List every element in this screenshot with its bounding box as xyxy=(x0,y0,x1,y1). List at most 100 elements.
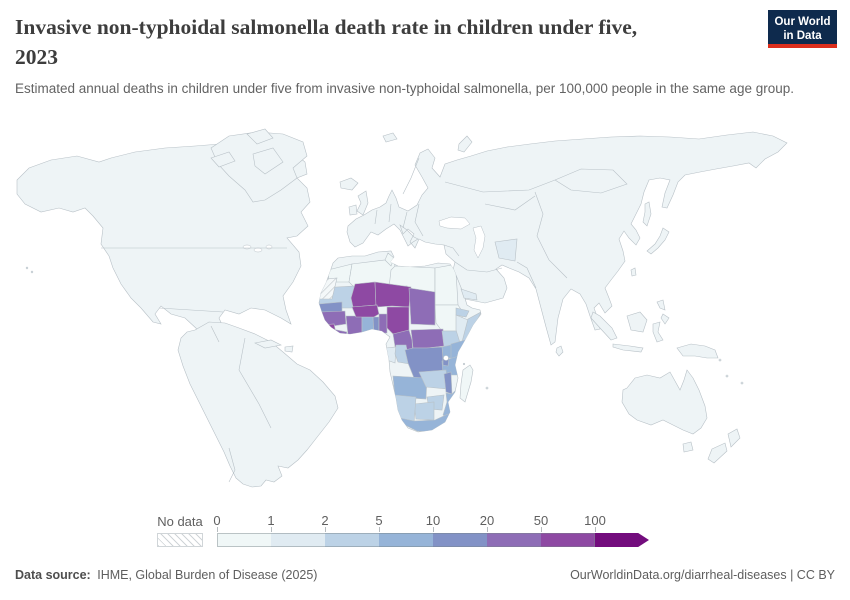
legend-tick-mark xyxy=(271,527,272,532)
legend-bin-segment-5-10[interactable] xyxy=(379,533,433,547)
legend-tick-label: 1 xyxy=(267,513,275,528)
island-new-guinea[interactable] xyxy=(676,343,719,359)
page-title: Invasive non-typhoidal salmonella death … xyxy=(15,12,755,72)
country-ghana[interactable] xyxy=(361,316,375,338)
island-sri-lanka[interactable] xyxy=(555,345,564,357)
island-new-zealand-south[interactable] xyxy=(707,442,728,464)
island-ireland[interactable] xyxy=(348,204,358,216)
attribution-link[interactable]: OurWorldinData.org/diarrheal-diseases | … xyxy=(570,568,835,582)
legend-bin-segment-20-50[interactable] xyxy=(487,533,541,547)
legend-bin-segment-2-5[interactable] xyxy=(325,533,379,547)
africa-countries xyxy=(319,252,481,432)
legend-no-data-label: No data xyxy=(157,514,203,529)
country-chad[interactable] xyxy=(408,287,436,326)
island-novaya-zemlya[interactable] xyxy=(457,135,473,153)
island-iceland[interactable] xyxy=(339,177,359,191)
island-vanuatu[interactable] xyxy=(725,374,729,378)
country-togo[interactable] xyxy=(372,316,380,337)
legend-no-data-swatch[interactable] xyxy=(157,533,203,547)
island-ellesmere[interactable] xyxy=(246,128,274,145)
country-botswana[interactable] xyxy=(413,401,435,421)
island-philippines-north[interactable] xyxy=(656,299,666,311)
country-eritrea[interactable] xyxy=(455,307,470,318)
island-baffin[interactable] xyxy=(252,147,284,175)
island-victoria[interactable] xyxy=(210,151,236,168)
country-gabon[interactable] xyxy=(385,346,397,364)
island-fiji[interactable] xyxy=(740,381,744,385)
legend-tick-label: 0 xyxy=(213,513,221,528)
legend-bin-segment-10-20[interactable] xyxy=(433,533,487,547)
landmass-south-america[interactable] xyxy=(177,321,339,488)
country-mali[interactable] xyxy=(350,281,377,308)
great-lake-mid xyxy=(253,247,263,253)
great-lake-east xyxy=(265,244,273,250)
legend-tick-mark xyxy=(595,527,596,532)
legend-tick-label: 50 xyxy=(533,513,549,528)
legend-bin-segment-1-2[interactable] xyxy=(271,533,325,547)
title-line1: Invasive non-typhoidal salmonella death … xyxy=(15,15,638,39)
legend-tick-label: 10 xyxy=(425,513,441,528)
country-burkina-faso[interactable] xyxy=(351,304,380,318)
country-yemen[interactable] xyxy=(460,288,478,301)
island-java[interactable] xyxy=(612,343,644,353)
legend-tick-mark xyxy=(541,527,542,532)
island-hawaii[interactable] xyxy=(25,266,29,270)
chart-subtitle: Estimated annual deaths in children unde… xyxy=(15,81,794,96)
island-hispaniola[interactable] xyxy=(284,345,294,353)
island-philippines-south[interactable] xyxy=(660,313,670,325)
island-taiwan[interactable] xyxy=(630,267,637,277)
country-senegal[interactable] xyxy=(319,301,343,313)
island-cuba[interactable] xyxy=(254,339,282,349)
island-sakhalin[interactable] xyxy=(642,201,652,227)
island-japan[interactable] xyxy=(646,227,670,255)
data-source-label: Data source: xyxy=(15,568,91,582)
country-nigeria[interactable] xyxy=(386,306,410,335)
legend-bin-segment-100+[interactable] xyxy=(595,533,649,547)
island-comoros[interactable] xyxy=(462,362,466,366)
caspian-sea xyxy=(472,225,486,259)
black-sea xyxy=(438,216,471,230)
island-hawaii-2[interactable] xyxy=(30,270,34,274)
island-borneo[interactable] xyxy=(626,311,648,333)
country-angola[interactable] xyxy=(392,375,428,400)
country-sierra-leone[interactable] xyxy=(321,323,337,334)
country-afghanistan[interactable] xyxy=(494,238,518,262)
landmass-australia[interactable] xyxy=(621,369,708,435)
owid-logo-line2: in Data xyxy=(783,30,822,42)
title-line2: 2023 xyxy=(15,45,58,69)
island-sumatra[interactable] xyxy=(590,311,618,341)
legend-tick-label: 2 xyxy=(321,513,329,528)
lake-victoria xyxy=(443,355,449,361)
island-mauritius[interactable] xyxy=(485,386,489,390)
legend-tick-mark xyxy=(379,527,380,532)
data-source-text: IHME, Global Burden of Disease (2025) xyxy=(97,568,318,582)
owid-logo[interactable]: Our World in Data xyxy=(768,10,837,48)
legend-tick-mark xyxy=(487,527,488,532)
legend-bin-segment-50-100[interactable] xyxy=(541,533,595,547)
island-new-zealand-north[interactable] xyxy=(727,428,741,448)
legend-tick-mark xyxy=(433,527,434,532)
owid-logo-line1: Our World xyxy=(774,16,831,28)
island-svalbard[interactable] xyxy=(382,132,398,143)
island-sulawesi[interactable] xyxy=(652,321,664,343)
country-niger[interactable] xyxy=(374,281,412,308)
chart-footer: Data source: IHME, Global Burden of Dise… xyxy=(15,568,835,582)
legend-tick-mark xyxy=(325,527,326,532)
legend-tick-label: 5 xyxy=(375,513,383,528)
legend-tick-label: 100 xyxy=(584,513,606,528)
island-great-britain[interactable] xyxy=(356,190,369,216)
legend-tick-label: 20 xyxy=(479,513,495,528)
country-central-african-republic[interactable] xyxy=(410,328,445,349)
legend-colorbar[interactable]: 0 1 2 5 10 20 50 100 xyxy=(213,513,649,547)
legend-tick-mark xyxy=(217,527,218,532)
island-solomon[interactable] xyxy=(718,358,722,362)
legend-bin-segment-0-1[interactable] xyxy=(217,533,271,547)
country-benin[interactable] xyxy=(378,313,388,334)
internal-borders xyxy=(101,157,628,483)
world-map xyxy=(16,128,788,488)
island-tasmania[interactable] xyxy=(682,441,694,453)
country-madagascar[interactable] xyxy=(459,364,474,403)
country-namibia[interactable] xyxy=(394,394,417,424)
great-lake-west xyxy=(242,244,252,250)
